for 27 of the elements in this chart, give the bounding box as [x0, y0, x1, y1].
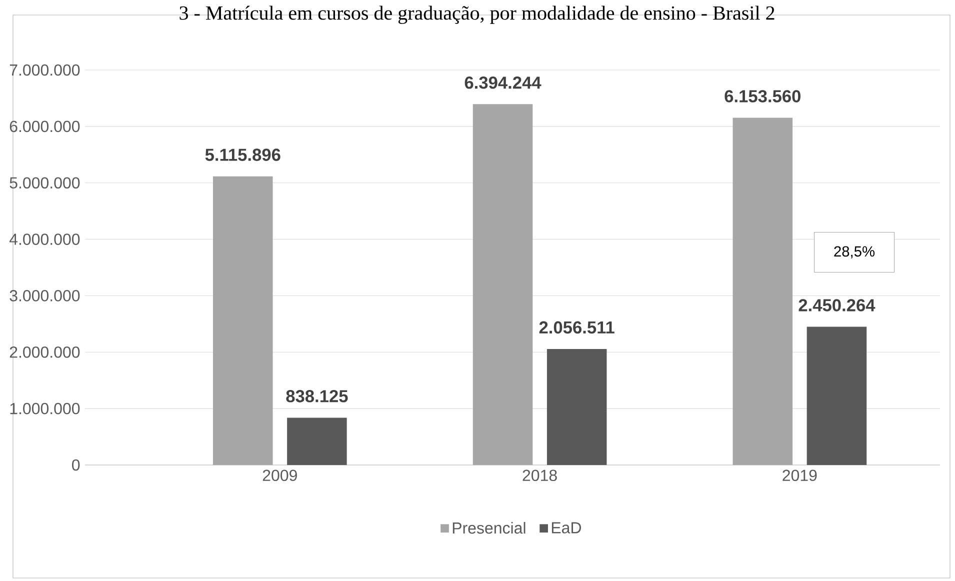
- bar: [472, 104, 533, 465]
- x-tick-label: 2009: [262, 470, 297, 482]
- data-label: 5.115.896: [205, 148, 280, 161]
- y-tick-label: 3.000.000: [10, 290, 80, 302]
- chart-title: 3 - Matrícula em cursos de graduação, por modalidade de ensino - Brasil 2: [180, 6, 774, 24]
- data-label: 2.450.264: [798, 299, 876, 312]
- bar: [287, 418, 347, 465]
- y-tick-label: 6.000.000: [10, 120, 80, 132]
- bar: [806, 326, 867, 465]
- data-label: 6.153.560: [724, 90, 800, 102]
- x-tick-label: 2019: [782, 470, 817, 482]
- data-label: 838.125: [286, 390, 348, 402]
- y-tick-label: 5.000.000: [10, 177, 80, 189]
- data-label: 2.056.511: [539, 321, 614, 334]
- annotation: 28,5%: [834, 246, 875, 258]
- y-tick-label: 2.000.000: [10, 346, 80, 358]
- legend-label: Presencial: [452, 522, 526, 534]
- x-tick-label: 2018: [522, 470, 557, 482]
- bar: [546, 348, 607, 465]
- bar: [732, 118, 793, 465]
- y-tick-label: 1.000.000: [10, 402, 80, 414]
- bar: [212, 176, 273, 465]
- y-tick-label: 7.000.000: [10, 64, 80, 76]
- data-label: 6.394.244: [464, 76, 542, 89]
- legend-label: EaD: [552, 522, 582, 534]
- y-tick-label: 4.000.000: [9, 234, 80, 245]
- y-tick-label: 0: [72, 459, 80, 471]
